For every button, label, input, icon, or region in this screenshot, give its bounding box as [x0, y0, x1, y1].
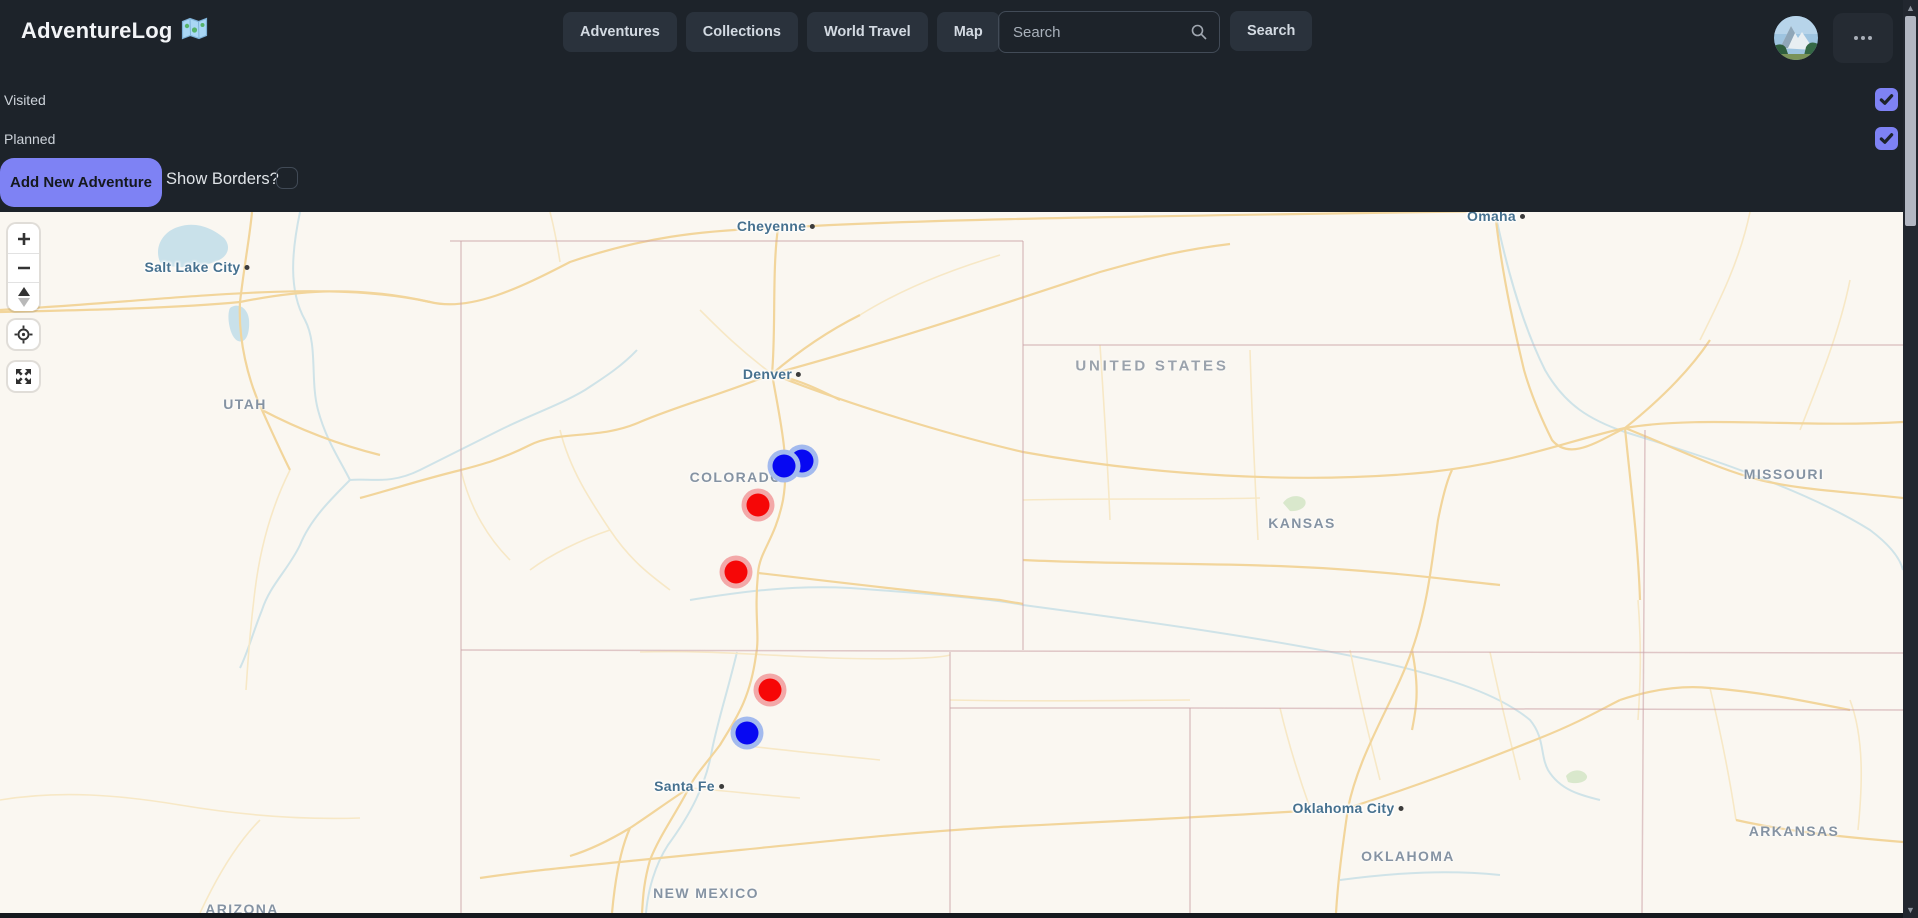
visited-marker-core	[735, 721, 759, 745]
map-rivers	[239, 212, 1903, 913]
map-roads-major	[0, 212, 1903, 913]
search-icon	[1190, 23, 1208, 46]
scrollbar-thumb[interactable]	[1905, 16, 1916, 226]
overflow-menu-button[interactable]	[1833, 13, 1893, 63]
fullscreen-button[interactable]	[8, 362, 39, 391]
planned-checkbox[interactable]	[1875, 127, 1898, 150]
ellipsis-icon	[1854, 36, 1858, 40]
map-marker-planned[interactable]	[719, 555, 753, 589]
map-marker-planned[interactable]	[753, 673, 787, 707]
search-button[interactable]: Search	[1230, 11, 1313, 51]
map-zoom-controls	[8, 224, 39, 311]
main-nav: Adventures Collections World Travel Map	[563, 12, 1000, 52]
show-borders-checkbox[interactable]	[276, 167, 298, 189]
nav-map-button[interactable]: Map	[936, 12, 1000, 52]
scroll-down-arrow[interactable]: ▼	[1906, 905, 1915, 915]
map-canvas[interactable]: UNITED STATES UTAH COLORADO KANSAS MISSOURI O…	[0, 212, 1903, 913]
bottom-strip	[0, 913, 1918, 918]
zoom-out-button[interactable]	[8, 253, 39, 282]
map-marker-planned[interactable]	[741, 488, 775, 522]
map-borders	[450, 240, 1903, 913]
minus-icon	[17, 266, 30, 270]
search-area: Search	[998, 11, 1313, 53]
nav-adventures-button[interactable]: Adventures	[563, 12, 677, 52]
visited-marker-core	[772, 454, 796, 478]
map-roads-minor	[0, 212, 1863, 913]
check-icon	[1879, 133, 1894, 144]
map-lakes	[158, 224, 250, 342]
visited-label: Visited	[4, 92, 46, 108]
geolocate-button[interactable]	[8, 320, 39, 349]
planned-marker-core	[758, 678, 782, 702]
map-marker-visited[interactable]	[767, 449, 801, 483]
navbar: AdventureLog Adventures Collections Worl…	[0, 0, 1918, 64]
nav-world-travel-button[interactable]: World Travel	[806, 12, 928, 52]
map-parks	[1283, 496, 1588, 784]
app-logo[interactable]: AdventureLog	[21, 17, 208, 45]
planned-marker-core	[724, 560, 748, 584]
add-new-adventure-button[interactable]: Add New Adventure	[0, 158, 162, 207]
page-scrollbar[interactable]: ▲ ▼	[1903, 0, 1918, 918]
compass-button[interactable]	[8, 282, 39, 311]
search-input[interactable]	[998, 11, 1220, 53]
compass-icon	[17, 287, 30, 296]
scroll-up-arrow[interactable]: ▲	[1906, 3, 1915, 13]
planned-label: Planned	[4, 131, 56, 147]
check-icon	[1879, 94, 1894, 105]
planned-marker-core	[746, 493, 770, 517]
zoom-in-button[interactable]	[8, 224, 39, 253]
nav-collections-button[interactable]: Collections	[685, 12, 798, 52]
avatar[interactable]	[1774, 16, 1818, 60]
visited-checkbox[interactable]	[1875, 88, 1898, 111]
app-title: AdventureLog	[21, 18, 173, 43]
fullscreen-icon	[16, 369, 31, 384]
navbar-right	[1774, 13, 1893, 63]
map-marker-visited[interactable]	[730, 716, 764, 750]
show-borders-label: Show Borders?	[166, 170, 279, 188]
world-map-icon	[181, 17, 208, 45]
plus-icon	[17, 232, 30, 245]
geolocate-icon	[14, 325, 33, 344]
map-base-layer	[0, 212, 1903, 913]
